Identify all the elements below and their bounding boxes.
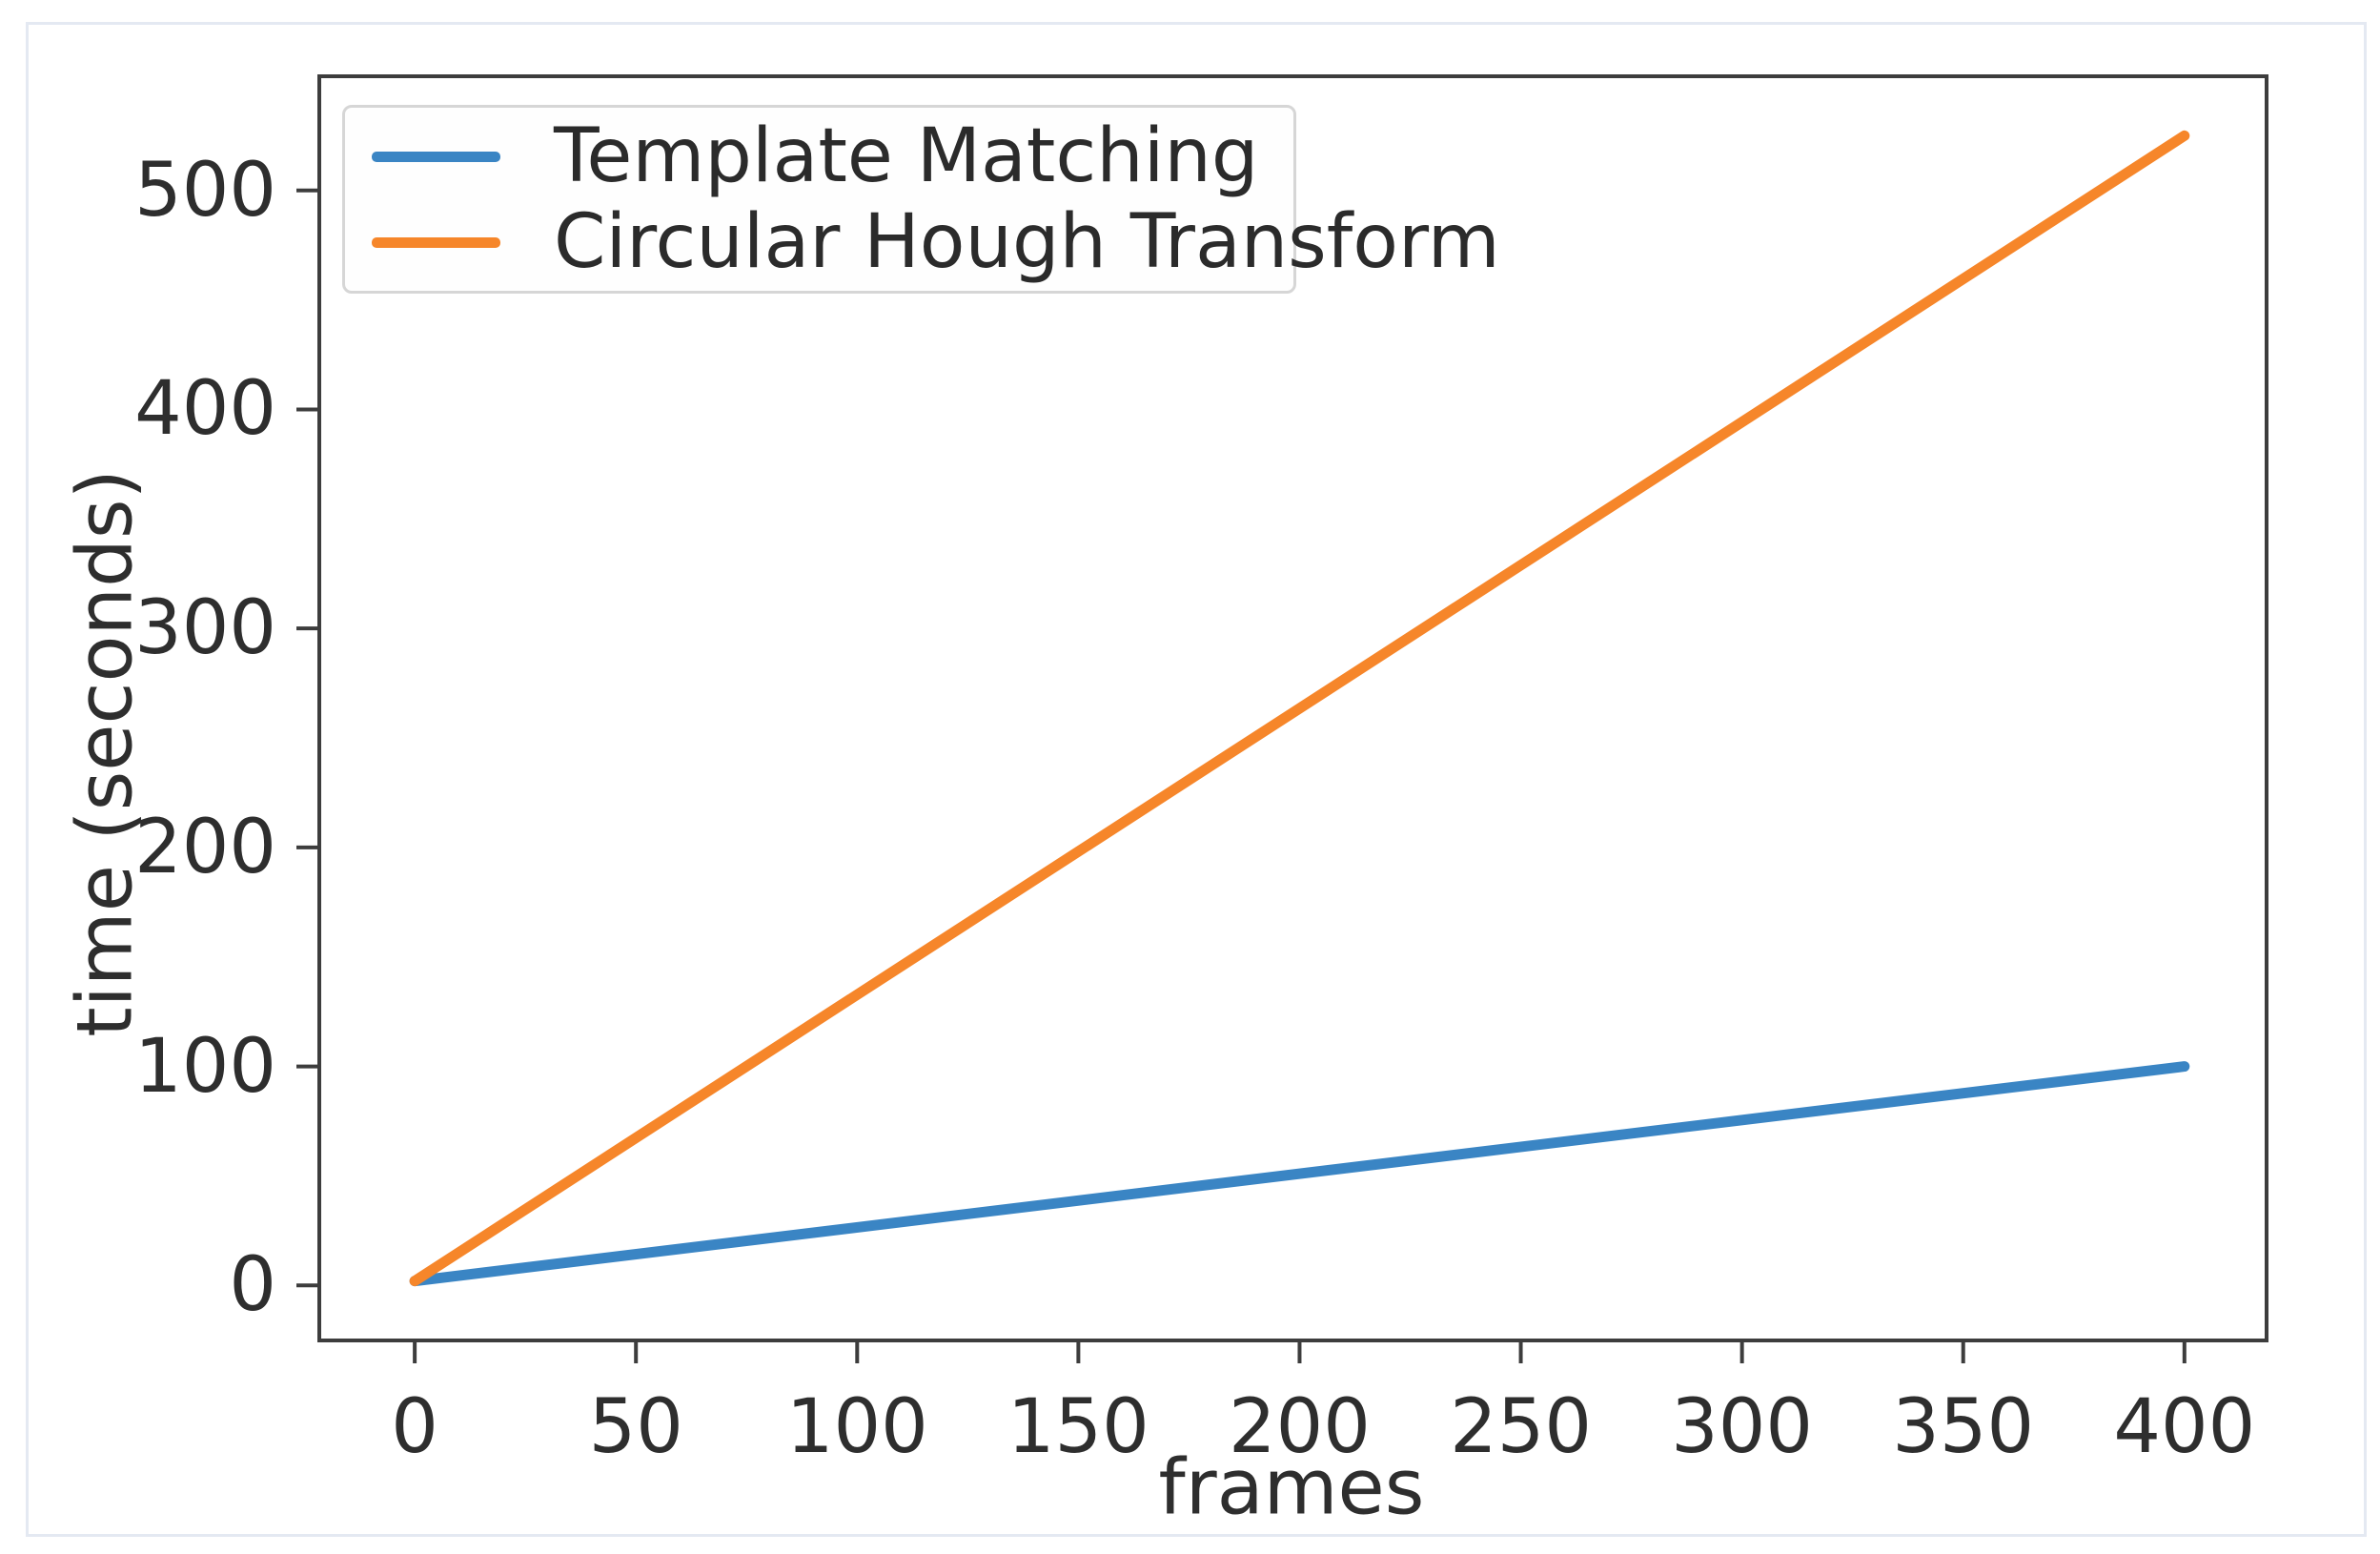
y-tick-label: 0	[229, 1242, 276, 1329]
x-tick-label: 100	[785, 1384, 928, 1470]
legend-swatch-orange-line-icon	[372, 236, 500, 248]
y-axis-label: time (seconds)	[60, 469, 150, 1037]
legend-swatch-blue-line-icon	[372, 151, 500, 162]
legend-row: Circular Hough Transform	[345, 205, 1500, 279]
y-tick-label: 100	[134, 1023, 276, 1110]
series-line-0	[409, 1061, 2190, 1287]
series-line-1	[409, 130, 2190, 1287]
y-tick-labels: 0 100 200 300 400 500	[0, 0, 276, 1554]
legend-label: Circular Hough Transform	[554, 199, 1500, 285]
x-tick-label: 250	[1450, 1384, 1592, 1470]
x-tick-label: 350	[1892, 1384, 2035, 1470]
x-tick-label: 50	[588, 1384, 683, 1470]
y-tick-label: 300	[134, 585, 276, 672]
x-tick-label: 400	[2113, 1384, 2256, 1470]
x-tick-label: 300	[1671, 1384, 1814, 1470]
legend-row: Template Matching	[345, 119, 1293, 194]
x-tick-label: 200	[1229, 1384, 1371, 1470]
legend-label: Template Matching	[554, 113, 1259, 199]
y-tick-label: 500	[134, 147, 276, 234]
x-tick-label: 0	[391, 1384, 438, 1470]
legend: Template Matching Circular Hough Transfo…	[342, 105, 1500, 294]
x-axis-label: frames	[1158, 1442, 1425, 1532]
x-tick-label: 150	[1007, 1384, 1149, 1470]
y-tick-label: 200	[134, 804, 276, 890]
y-tick-label: 400	[134, 366, 276, 453]
